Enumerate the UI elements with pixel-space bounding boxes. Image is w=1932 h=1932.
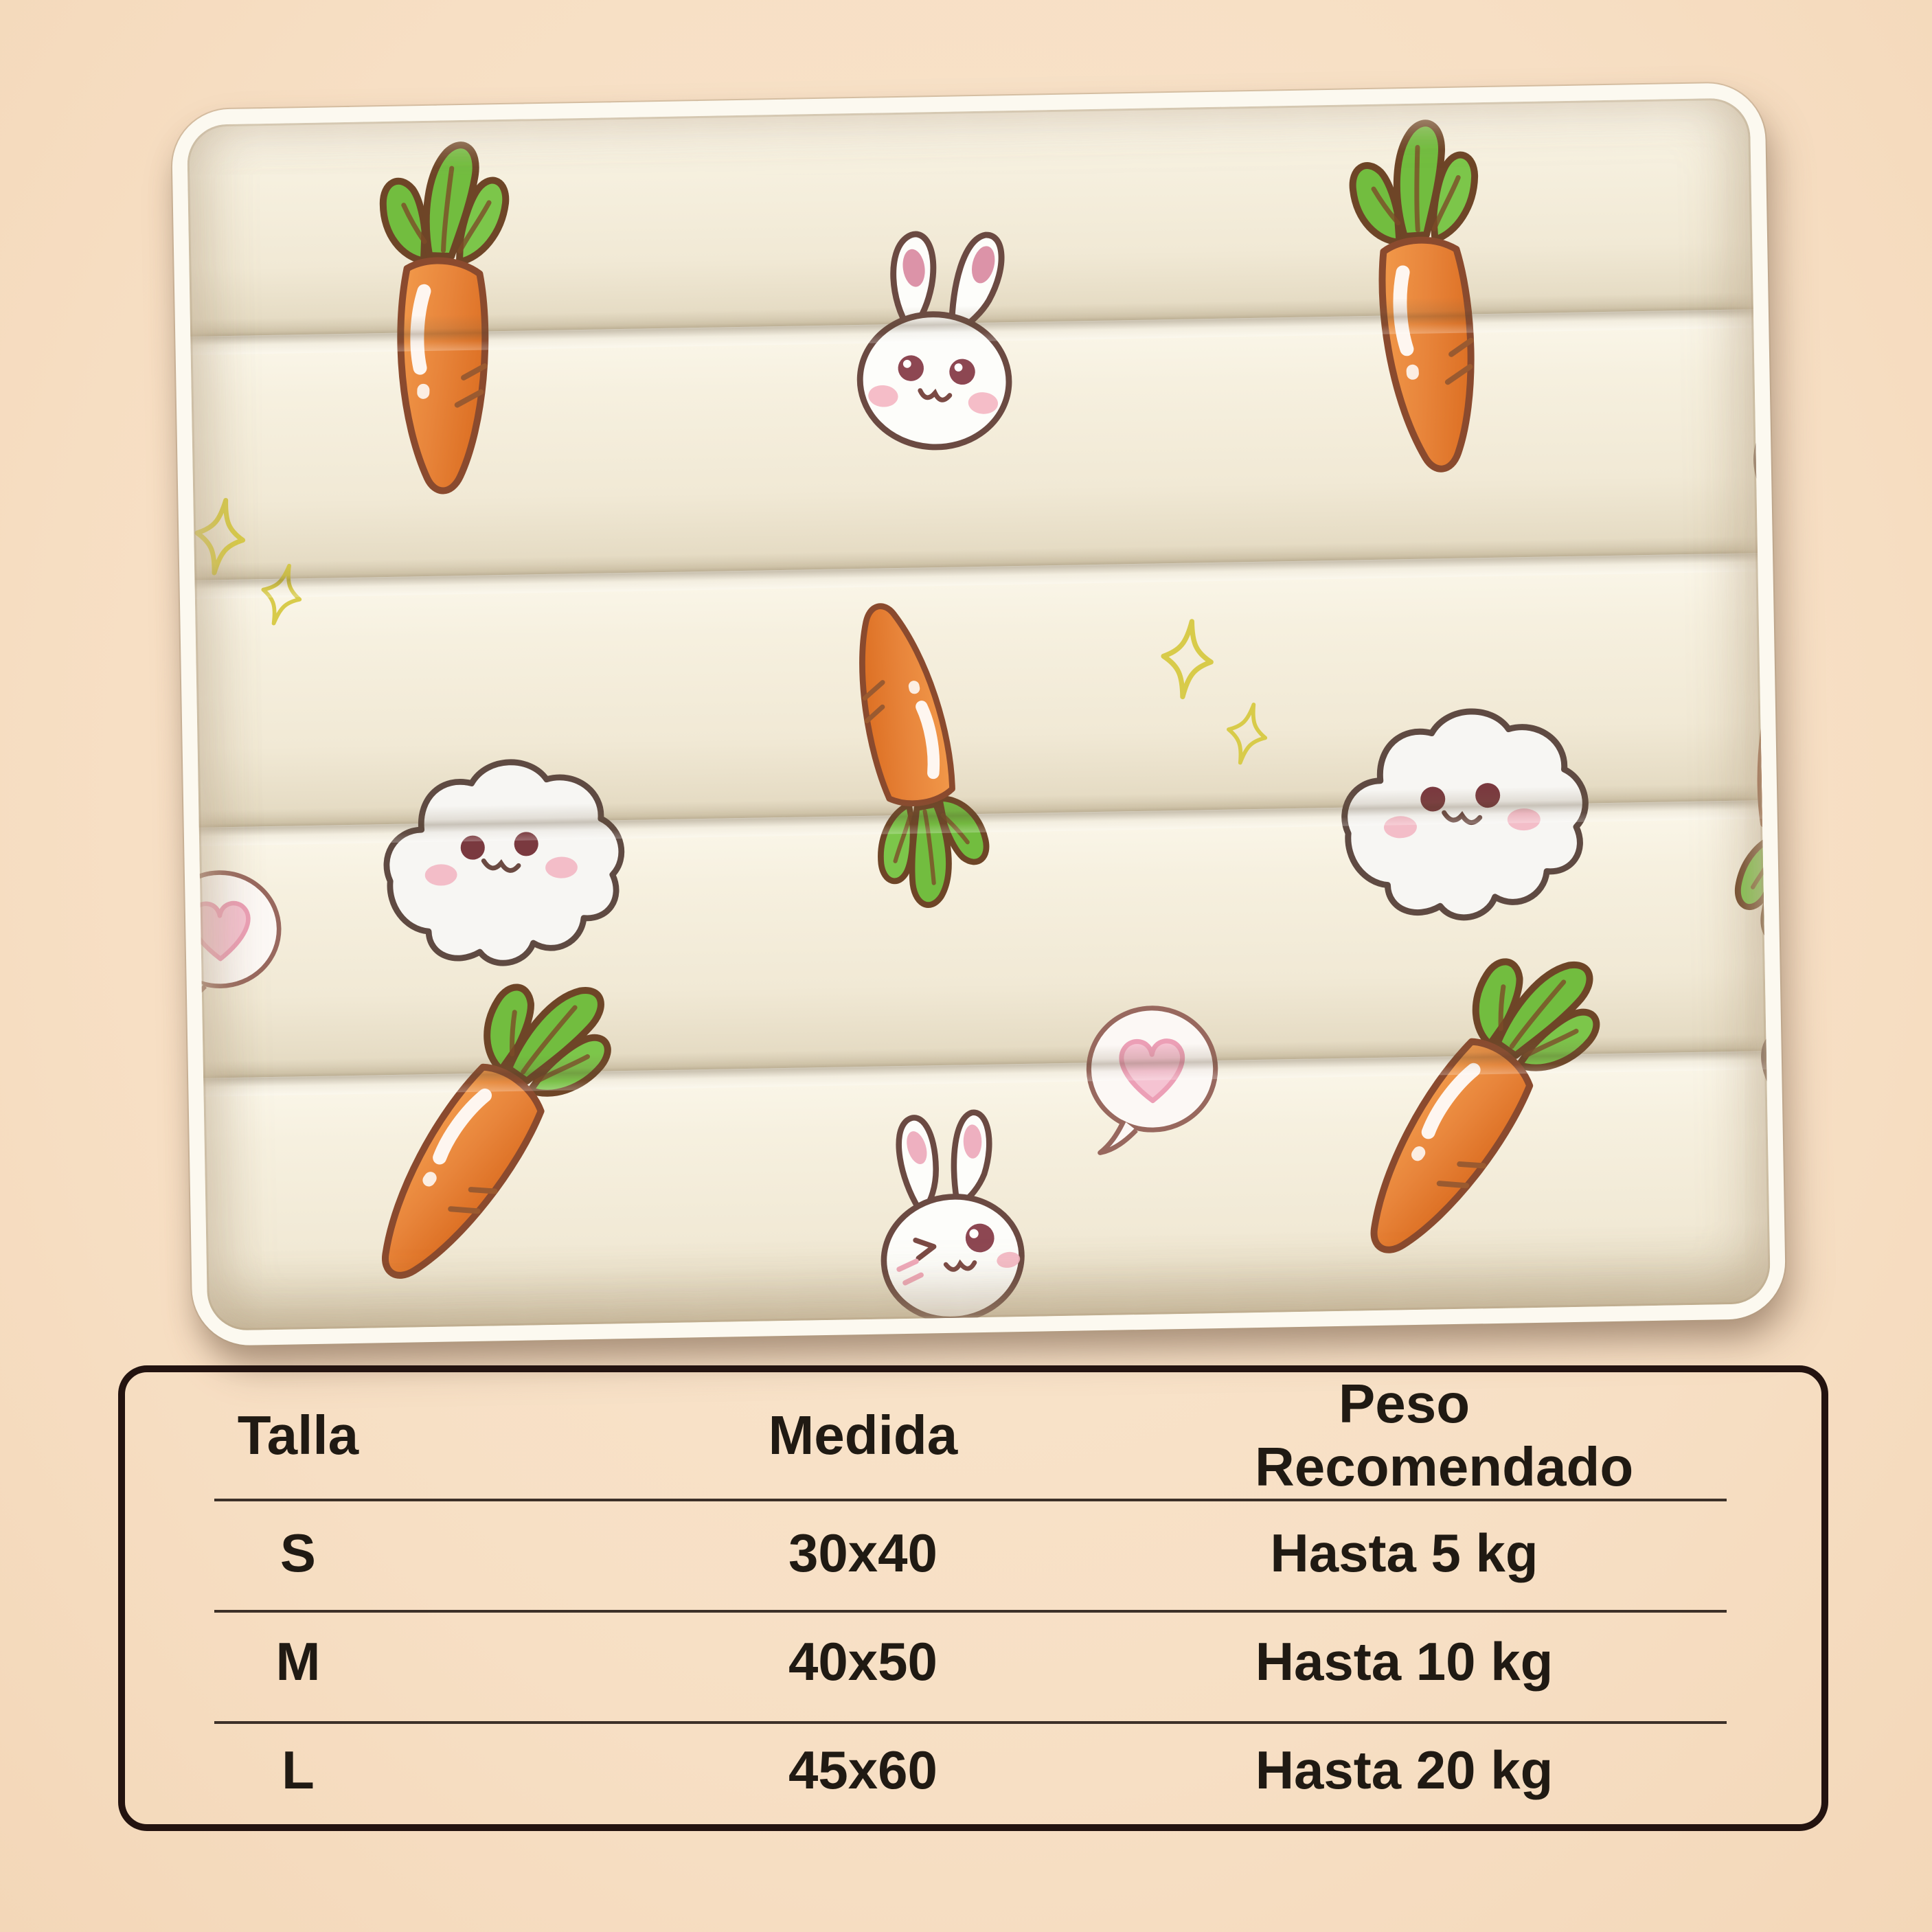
mat-pattern-area (186, 98, 1771, 1331)
weight-value: Hasta 5 kg (1270, 1522, 1538, 1583)
pet-mat-photo (171, 82, 1786, 1347)
header-medida: Medida (768, 1405, 958, 1466)
header-talla: Talla (237, 1405, 359, 1466)
heart-bubble-icon (187, 863, 291, 1014)
measure-value: 30x40 (788, 1522, 937, 1583)
header-peso: Peso Recomendado (1255, 1373, 1634, 1497)
cloud-icon (364, 738, 636, 970)
bunny-wink-icon (833, 1084, 1052, 1331)
table-separator (214, 1499, 1727, 1501)
weight-value: Hasta 10 kg (1255, 1630, 1554, 1692)
weight-value: Hasta 20 kg (1255, 1739, 1554, 1800)
measure-value: 45x60 (788, 1739, 937, 1800)
sparkle-icon (1152, 614, 1223, 705)
size-value: S (280, 1522, 316, 1583)
table-header-row: Talla Medida Peso Recomendado (125, 1372, 1821, 1499)
table-row-m: M 40x50 Hasta 10 kg (125, 1607, 1821, 1716)
size-table: Talla Medida Peso Recomendado S 30x40 Ha… (118, 1365, 1828, 1831)
measure-value: 40x50 (788, 1630, 937, 1692)
table-row-s: S 30x40 Hasta 5 kg (125, 1499, 1821, 1607)
table-row-l: L 45x60 Hasta 20 kg (125, 1716, 1821, 1824)
size-value: L (282, 1739, 315, 1800)
table-separator (214, 1721, 1727, 1724)
size-value: M (275, 1630, 321, 1692)
table-separator (214, 1610, 1727, 1613)
